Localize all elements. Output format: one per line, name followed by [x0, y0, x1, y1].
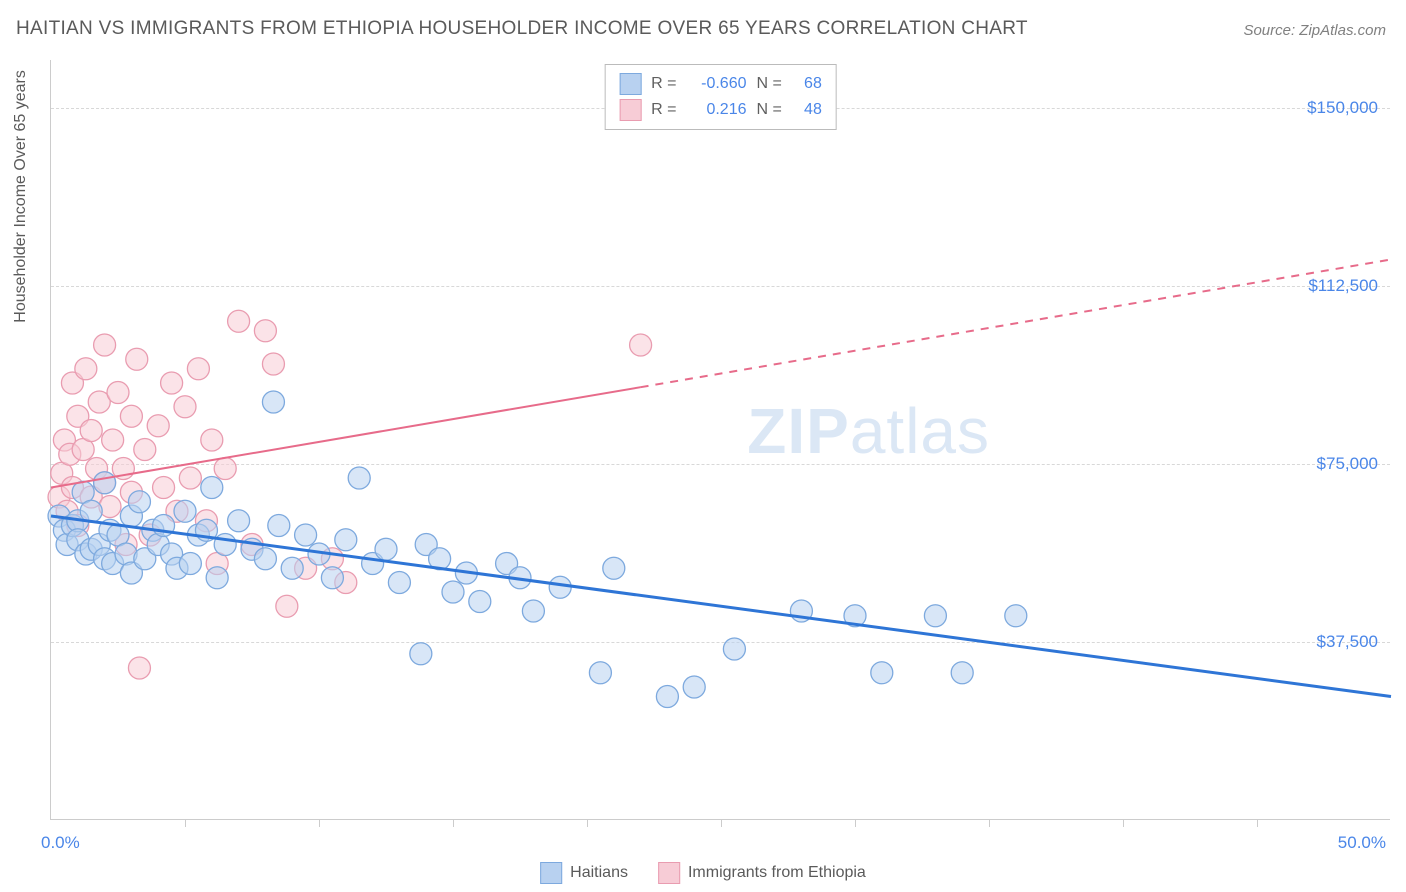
legend-n-value-1: 48 [792, 101, 822, 119]
chart-svg [51, 60, 1390, 819]
bottom-legend-item-1: Immigrants from Ethiopia [658, 862, 866, 884]
trend-line-solid [51, 387, 641, 487]
scatter-point [179, 467, 201, 489]
scatter-point [214, 458, 236, 480]
scatter-point [281, 557, 303, 579]
x-tick [319, 819, 320, 827]
scatter-point [128, 657, 150, 679]
scatter-point [153, 477, 175, 499]
scatter-point [201, 429, 223, 451]
bottom-legend-label-1: Immigrants from Ethiopia [688, 864, 866, 882]
scatter-point [295, 524, 317, 546]
scatter-point [80, 420, 102, 442]
scatter-point [254, 548, 276, 570]
scatter-point [94, 472, 116, 494]
scatter-point [469, 591, 491, 613]
scatter-point [174, 500, 196, 522]
y-axis-title: Householder Income Over 65 years [12, 70, 30, 323]
x-axis-max-label: 50.0% [1338, 833, 1386, 853]
scatter-point [522, 600, 544, 622]
scatter-point [276, 595, 298, 617]
legend-r-value-0: -0.660 [687, 75, 747, 93]
x-tick [453, 819, 454, 827]
correlation-legend: R = -0.660 N = 68 R = 0.216 N = 48 [604, 64, 837, 130]
scatter-point [147, 415, 169, 437]
x-tick [721, 819, 722, 827]
scatter-point [321, 567, 343, 589]
scatter-point [94, 334, 116, 356]
scatter-point [254, 320, 276, 342]
x-tick [1257, 819, 1258, 827]
scatter-point [723, 638, 745, 660]
scatter-point [1005, 605, 1027, 627]
scatter-point [201, 477, 223, 499]
legend-n-label-0: N = [757, 75, 782, 93]
scatter-point [174, 396, 196, 418]
scatter-point [335, 529, 357, 551]
scatter-point [214, 534, 236, 556]
scatter-point [134, 439, 156, 461]
x-tick [989, 819, 990, 827]
trend-line-dashed [641, 260, 1391, 388]
scatter-point [683, 676, 705, 698]
legend-n-value-0: 68 [792, 75, 822, 93]
scatter-point [951, 662, 973, 684]
scatter-point [262, 353, 284, 375]
scatter-point [375, 538, 397, 560]
scatter-point [268, 515, 290, 537]
x-tick [185, 819, 186, 827]
x-axis-min-label: 0.0% [41, 833, 80, 853]
x-tick [855, 819, 856, 827]
bottom-swatch-1 [658, 862, 680, 884]
scatter-point [107, 382, 129, 404]
scatter-point [388, 572, 410, 594]
scatter-point [228, 510, 250, 532]
legend-r-value-1: 0.216 [687, 101, 747, 119]
scatter-point [630, 334, 652, 356]
scatter-point [871, 662, 893, 684]
scatter-point [187, 358, 209, 380]
legend-row-series-0: R = -0.660 N = 68 [619, 71, 822, 97]
legend-swatch-1 [619, 99, 641, 121]
scatter-point [410, 643, 432, 665]
bottom-legend-label-0: Haitians [570, 864, 628, 882]
scatter-point [549, 576, 571, 598]
scatter-point [161, 372, 183, 394]
scatter-point [442, 581, 464, 603]
x-tick [587, 819, 588, 827]
scatter-point [128, 491, 150, 513]
scatter-point [262, 391, 284, 413]
bottom-legend: Haitians Immigrants from Ethiopia [540, 862, 866, 884]
trend-line [51, 516, 1391, 697]
legend-r-label-1: R = [651, 101, 676, 119]
scatter-point [126, 348, 148, 370]
scatter-point [228, 310, 250, 332]
chart-title: HAITIAN VS IMMIGRANTS FROM ETHIOPIA HOUS… [16, 18, 1028, 40]
legend-r-label-0: R = [651, 75, 676, 93]
scatter-point [120, 405, 142, 427]
scatter-point [348, 467, 370, 489]
legend-row-series-1: R = 0.216 N = 48 [619, 97, 822, 123]
scatter-point [656, 686, 678, 708]
scatter-point [589, 662, 611, 684]
scatter-point [206, 567, 228, 589]
scatter-point [603, 557, 625, 579]
legend-swatch-0 [619, 73, 641, 95]
bottom-swatch-0 [540, 862, 562, 884]
scatter-point [75, 358, 97, 380]
scatter-point [924, 605, 946, 627]
plot-area: Householder Income Over 65 years $37,500… [50, 60, 1390, 820]
x-tick [1123, 819, 1124, 827]
scatter-point [102, 429, 124, 451]
source-attribution: Source: ZipAtlas.com [1243, 22, 1386, 39]
scatter-point [179, 553, 201, 575]
bottom-legend-item-0: Haitians [540, 862, 628, 884]
legend-n-label-1: N = [757, 101, 782, 119]
